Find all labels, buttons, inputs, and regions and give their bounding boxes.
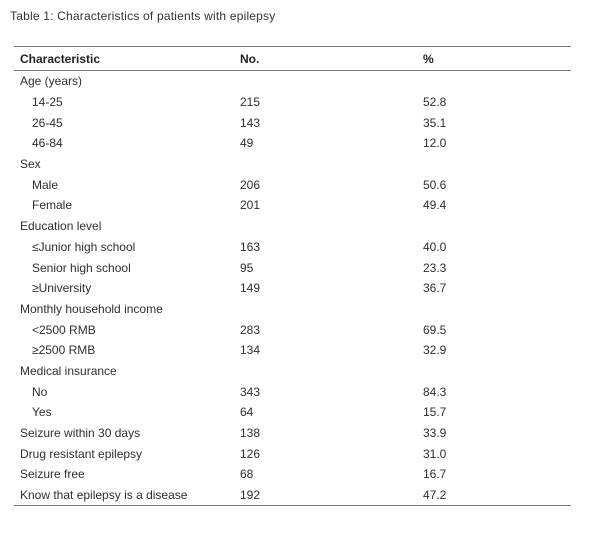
cell-no: 206	[240, 177, 261, 192]
table-header-row: Characteristic No. %	[14, 47, 571, 71]
cell-characteristic: ≥2500 RMB	[32, 343, 96, 358]
cell-characteristic: 46-84	[32, 136, 63, 151]
table-row: Monthly household income	[14, 299, 571, 320]
cell-percent: 84.3	[423, 384, 447, 399]
cell-characteristic: 14-25	[32, 95, 63, 110]
table-row: Medical insurance	[14, 361, 571, 382]
table-row: Seizure free 68 16.7	[14, 464, 571, 485]
cell-no: 138	[240, 426, 261, 441]
table-row: Know that epilepsy is a disease 192 47.2	[14, 485, 571, 506]
cell-characteristic: 26-45	[32, 115, 63, 130]
column-header-no: No.	[240, 51, 260, 66]
cell-no: 163	[240, 239, 261, 254]
table-body: Age (years) 14-25 215 52.8 26-45 143 35.…	[14, 71, 571, 505]
cell-characteristic: No	[32, 384, 48, 399]
table-row: 46-84 49 12.0	[14, 133, 571, 154]
cell-percent: 47.2	[423, 488, 447, 503]
cell-no: 64	[240, 405, 254, 420]
cell-no: 126	[240, 446, 261, 461]
table-row: ≤Junior high school 163 40.0	[14, 237, 571, 258]
table-row: Senior high school 95 23.3	[14, 257, 571, 278]
cell-characteristic: ≤Junior high school	[32, 239, 136, 254]
cell-characteristic: Age (years)	[20, 74, 83, 89]
cell-no: 68	[240, 467, 254, 482]
column-header-percent: %	[423, 51, 434, 66]
cell-characteristic: Male	[32, 177, 59, 192]
table-row: 26-45 143 35.1	[14, 112, 571, 133]
cell-no: 49	[240, 136, 254, 151]
cell-percent: 31.0	[423, 446, 447, 461]
table-row: Age (years)	[14, 71, 571, 92]
cell-characteristic: Sex	[20, 157, 41, 172]
table-row: ≥2500 RMB 134 32.9	[14, 340, 571, 361]
table-row: ≥University 149 36.7	[14, 278, 571, 299]
table-row: 14-25 215 52.8	[14, 92, 571, 113]
cell-characteristic: ≥University	[32, 281, 92, 296]
cell-percent: 23.3	[423, 260, 447, 275]
table-row: <2500 RMB 283 69.5	[14, 319, 571, 340]
cell-no: 343	[240, 384, 261, 399]
cell-characteristic: Drug resistant epilepsy	[20, 446, 143, 461]
cell-characteristic: <2500 RMB	[32, 322, 96, 337]
column-header-characteristic: Characteristic	[20, 51, 101, 66]
cell-no: 149	[240, 281, 261, 296]
table-row: Male 206 50.6	[14, 174, 571, 195]
cell-characteristic: Know that epilepsy is a disease	[20, 488, 188, 503]
cell-percent: 12.0	[423, 136, 447, 151]
cell-no: 192	[240, 488, 261, 503]
cell-percent: 40.0	[423, 239, 447, 254]
cell-percent: 15.7	[423, 405, 447, 420]
cell-percent: 52.8	[423, 95, 447, 110]
cell-no: 95	[240, 260, 254, 275]
table-row: Drug resistant epilepsy 126 31.0	[14, 443, 571, 464]
cell-percent: 36.7	[423, 281, 447, 296]
cell-percent: 69.5	[423, 322, 447, 337]
table-row: Female 201 49.4	[14, 195, 571, 216]
cell-no: 283	[240, 322, 261, 337]
cell-percent: 49.4	[423, 198, 447, 213]
cell-percent: 35.1	[423, 115, 447, 130]
cell-characteristic: Seizure within 30 days	[20, 426, 141, 441]
table-row: Yes 64 15.7	[14, 402, 571, 423]
table-row: Sex	[14, 154, 571, 175]
cell-no: 143	[240, 115, 261, 130]
cell-percent: 33.9	[423, 426, 447, 441]
table-row: Seizure within 30 days 138 33.9	[14, 423, 571, 444]
cell-characteristic: Senior high school	[32, 260, 131, 275]
cell-no: 134	[240, 343, 261, 358]
cell-characteristic: Seizure free	[20, 467, 85, 482]
table-caption: Table 1: Characteristics of patients wit…	[10, 9, 276, 23]
cell-characteristic: Education level	[20, 219, 102, 234]
cell-no: 201	[240, 198, 261, 213]
characteristics-table: Characteristic No. % Age (years) 14-25 2…	[14, 46, 571, 507]
cell-no: 215	[240, 95, 261, 110]
cell-characteristic: Monthly household income	[20, 301, 163, 316]
cell-percent: 50.6	[423, 177, 447, 192]
cell-percent: 16.7	[423, 467, 447, 482]
table-row: Education level	[14, 216, 571, 237]
cell-characteristic: Medical insurance	[20, 363, 117, 378]
cell-characteristic: Female	[32, 198, 73, 213]
cell-characteristic: Yes	[32, 405, 52, 420]
cell-percent: 32.9	[423, 343, 447, 358]
table-row: No 343 84.3	[14, 381, 571, 402]
